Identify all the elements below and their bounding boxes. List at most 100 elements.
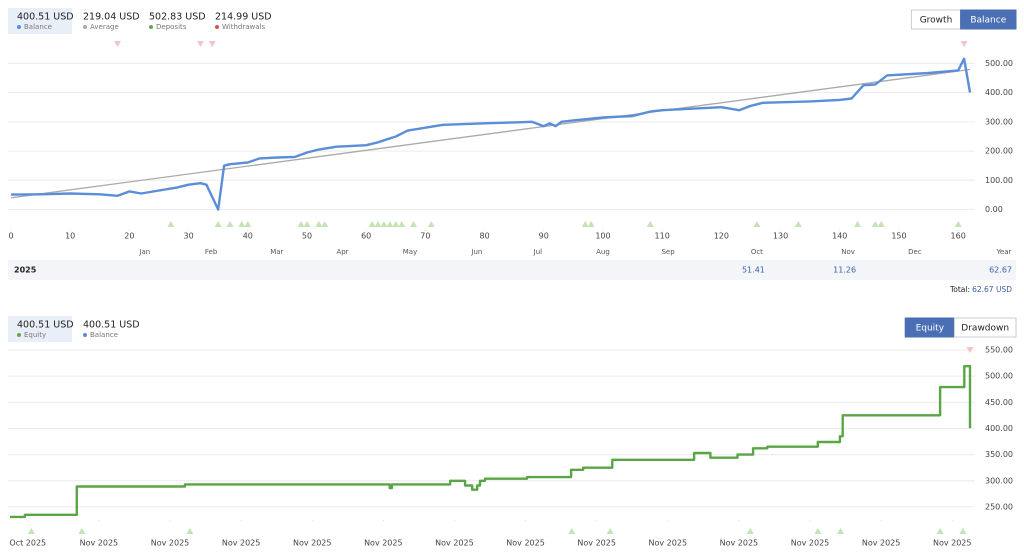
deposit-marker: [959, 528, 967, 534]
summary-highlight: [8, 316, 72, 342]
x-tick-label: Nov 2025: [933, 539, 972, 548]
deposit-marker: [837, 528, 845, 534]
toggle-button[interactable]: [953, 317, 1017, 338]
toggle-label[interactable]: Drawdown: [961, 324, 1009, 334]
deposit-marker: [427, 221, 435, 227]
deposit-marker: [368, 221, 376, 227]
deposit-marker: [186, 528, 194, 534]
summary-dot: [83, 25, 87, 29]
x-tick-label: Nov 2025: [791, 539, 830, 548]
x-tick-label: 130: [773, 232, 788, 241]
summary-dot: [17, 25, 21, 29]
month-label: Nov: [841, 248, 855, 256]
year-total: 62.67: [989, 266, 1012, 275]
toggle-label[interactable]: Balance: [970, 16, 1006, 26]
x-tick-label: 50: [302, 232, 312, 241]
toggle-label[interactable]: Growth: [920, 16, 953, 26]
deposit-marker: [794, 221, 802, 227]
withdrawal-marker: [966, 347, 974, 353]
x-tick-label: Nov 2025: [720, 539, 759, 548]
x-tick-label: Nov 2025: [222, 539, 261, 548]
total-value: 62.67 USD: [972, 285, 1012, 294]
deposit-marker: [581, 221, 589, 227]
deposit-marker: [746, 528, 754, 534]
deposit-marker: [410, 221, 418, 227]
summary-value: 502.83 USD: [149, 12, 206, 23]
deposit-marker: [392, 221, 400, 227]
x-tick-label: 90: [539, 232, 549, 241]
summary-label: Balance: [90, 331, 118, 339]
deposit-marker: [646, 221, 654, 227]
x-tick-label: 140: [832, 232, 847, 241]
y-tick-label: 400.00: [985, 88, 1013, 97]
month-label: Sep: [661, 248, 675, 256]
series-line: [10, 365, 972, 519]
x-tick-label: Nov 2025: [151, 539, 190, 548]
summary-value: 400.51 USD: [17, 320, 74, 331]
deposit-marker: [315, 221, 323, 227]
x-tick-label: Nov 2025: [364, 539, 403, 548]
y-tick-label: 300.00: [985, 476, 1013, 485]
month-label: Apr: [336, 248, 348, 256]
month-label: Mar: [270, 248, 283, 256]
x-tick-label: 0: [8, 232, 13, 241]
series-line: [10, 68, 971, 199]
series-line: [10, 57, 972, 211]
withdrawal-marker: [196, 41, 204, 47]
deposit-marker: [398, 221, 406, 227]
x-tick-label: 120: [714, 232, 729, 241]
deposit-marker: [238, 221, 246, 227]
deposit-marker: [568, 528, 576, 534]
year-cell: 11.26: [833, 266, 856, 275]
year-cell: 51.41: [742, 266, 765, 275]
summary-highlight: [8, 8, 72, 34]
y-tick-label: 200.00: [985, 147, 1013, 156]
y-tick-label: 500.00: [985, 372, 1013, 381]
deposit-marker: [244, 221, 252, 227]
summary-label: Deposits: [156, 23, 187, 31]
deposit-marker: [214, 221, 222, 227]
x-tick-label: Nov 2025: [506, 539, 545, 548]
x-tick-label: Nov 2025: [649, 539, 688, 548]
deposit-marker: [380, 221, 388, 227]
deposit-marker: [871, 221, 879, 227]
x-tick-label: 70: [420, 232, 430, 241]
deposit-marker: [814, 528, 822, 534]
withdrawal-marker: [960, 41, 968, 47]
summary-dot: [215, 25, 219, 29]
y-tick-label: 450.00: [985, 398, 1013, 407]
month-label: Feb: [205, 248, 218, 256]
toggle-button[interactable]: [960, 9, 1017, 30]
x-tick-label: 110: [655, 232, 670, 241]
deposit-marker: [386, 221, 394, 227]
month-label: May: [403, 248, 417, 256]
summary-label: Balance: [24, 23, 52, 31]
toggle-label[interactable]: Equity: [916, 324, 945, 334]
withdrawal-marker: [114, 41, 122, 47]
x-tick-label: Nov 2025: [80, 539, 119, 548]
month-label: Aug: [596, 248, 610, 256]
total-label: Total:: [949, 285, 970, 294]
deposit-marker: [297, 221, 305, 227]
y-tick-label: 500.00: [985, 59, 1013, 68]
deposit-marker: [303, 221, 311, 227]
x-tick-label: Oct 2025: [9, 539, 46, 548]
month-label: Jul: [533, 248, 543, 256]
x-tick-label: 30: [183, 232, 193, 241]
y-tick-label: 250.00: [985, 502, 1013, 511]
month-label: Jan: [138, 248, 150, 256]
x-tick-label: 150: [891, 232, 906, 241]
x-tick-label: Nov 2025: [435, 539, 474, 548]
deposit-marker: [78, 528, 86, 534]
y-tick-label: 100.00: [985, 176, 1013, 185]
x-tick-label: 20: [124, 232, 134, 241]
x-tick-label: Nov 2025: [577, 539, 616, 548]
deposit-marker: [877, 221, 885, 227]
x-tick-label: 40: [243, 232, 253, 241]
x-tick-label: 160: [951, 232, 966, 241]
year-row-bg: [8, 260, 1016, 280]
summary-value: 219.04 USD: [83, 12, 140, 23]
y-tick-label: 550.00: [985, 345, 1013, 354]
summary-dot: [83, 333, 87, 337]
deposit-marker: [27, 528, 35, 534]
